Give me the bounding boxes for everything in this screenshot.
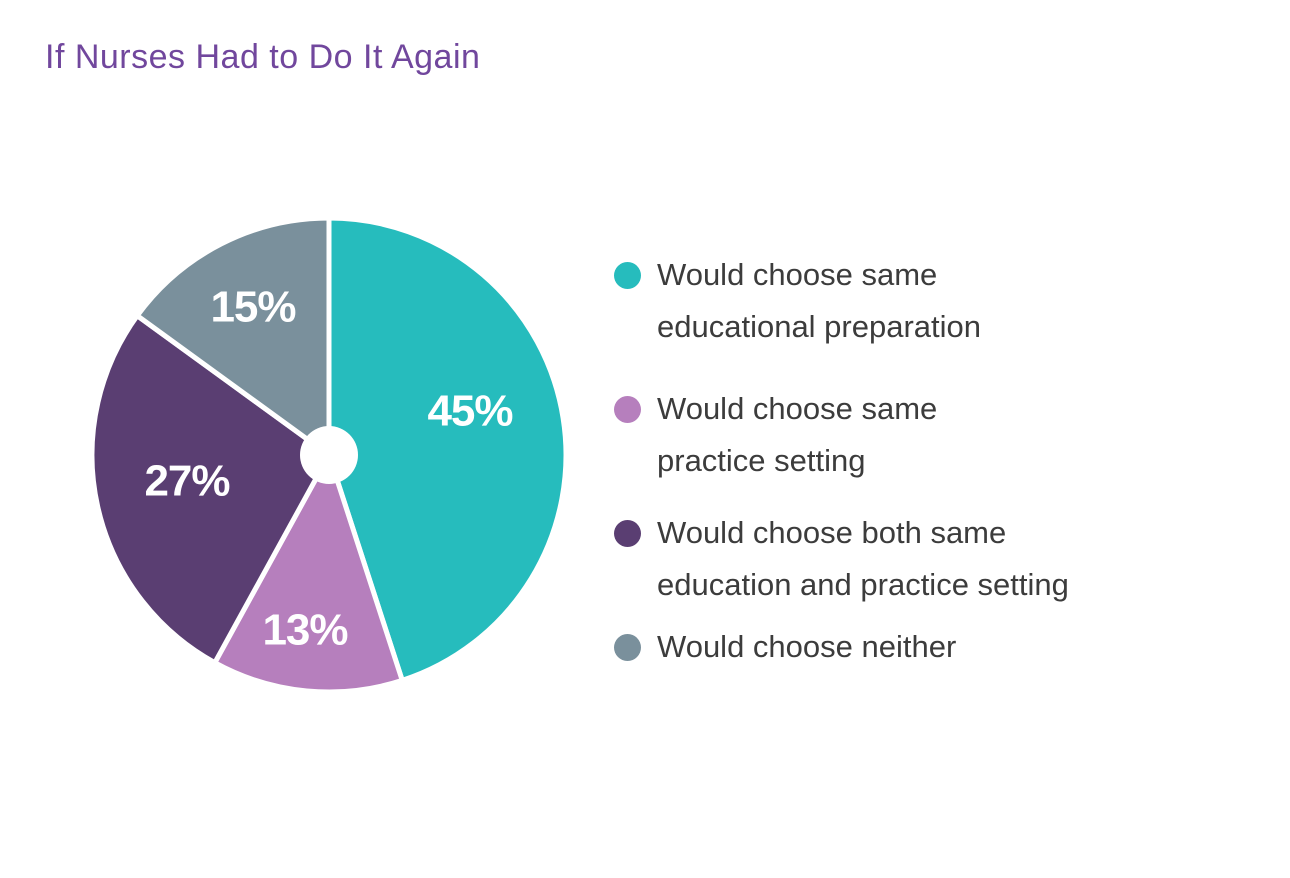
legend: Would choose same educational preparation… [614,249,1234,673]
page-title: If Nurses Had to Do It Again [45,38,481,76]
legend-swatch-gray [614,634,641,661]
legend-swatch-purple [614,520,641,547]
legend-item-3: Would choose both same education and prac… [614,507,1234,611]
pie-slice-2 [212,452,405,695]
pie-slice-3 [89,313,332,666]
legend-swatch-teal [614,262,641,289]
legend-label-3: Would choose both same education and prac… [657,515,1069,602]
pie-value-label-4: 15% [210,283,295,332]
legend-label-2: Would choose same practice setting [657,391,938,478]
donut-hole [300,426,358,484]
pie-slice-1 [326,215,569,683]
pie-svg: 45% 13% 27% 15% [89,215,569,695]
pie-chart: 45% 13% 27% 15% [79,205,579,705]
legend-label-4: Would choose neither [657,629,957,664]
pie-value-label-3: 27% [144,457,229,506]
legend-item-2: Would choose same practice setting [614,383,1234,487]
legend-swatch-orchid [614,396,641,423]
legend-label-1: Would choose same educational preparation [657,257,982,344]
pie-value-label-1: 45% [427,387,512,436]
pie-value-label-2: 13% [262,606,347,655]
legend-item-1: Would choose same educational preparation [614,249,1234,353]
pie-slice-4 [134,215,332,458]
legend-item-4: Would choose neither [614,621,1234,673]
